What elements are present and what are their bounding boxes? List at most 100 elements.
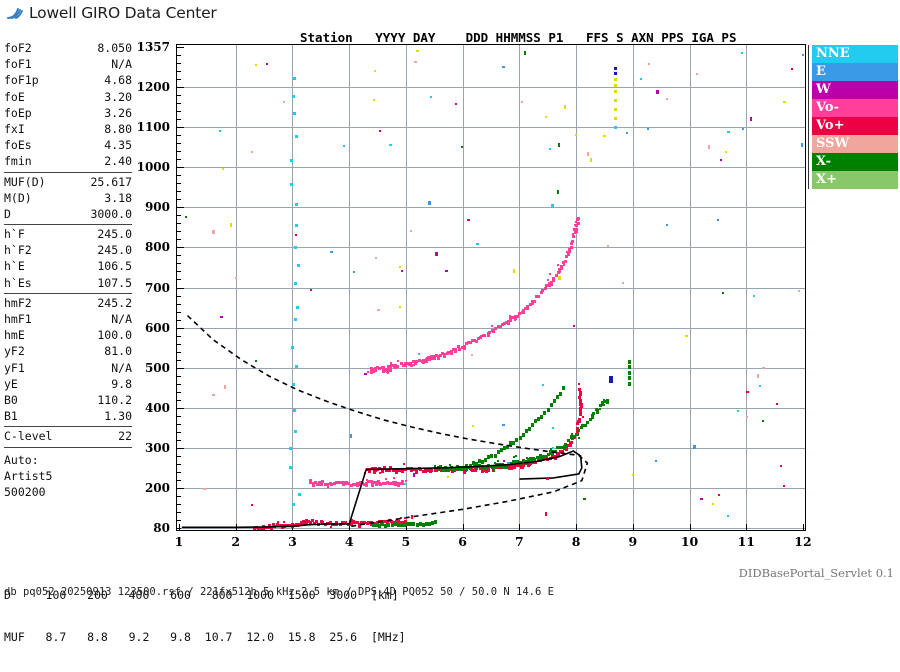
echo-traces bbox=[253, 217, 609, 530]
autoscaler-code: 500200 bbox=[4, 484, 46, 499]
param-key: B1 bbox=[4, 409, 18, 424]
legend-item-vo[interactable]: Vo- bbox=[812, 99, 898, 117]
param-value: 245.2 bbox=[97, 295, 132, 310]
legend-item-label: SSW bbox=[816, 136, 850, 151]
param-value: 1.30 bbox=[104, 409, 132, 424]
param-row: hmF2 245.2 bbox=[4, 295, 132, 311]
param-key: foF2 bbox=[4, 41, 32, 55]
param-row: B1 1.30 bbox=[4, 408, 132, 424]
param-value: N/A bbox=[111, 57, 132, 72]
legend-item-x[interactable]: X- bbox=[812, 153, 898, 171]
x-axis-tick-label: 4 bbox=[344, 534, 354, 549]
y-axis-tick-label: 80 bbox=[153, 521, 170, 535]
x-axis-tick-label: 7 bbox=[515, 534, 524, 549]
param-value: 3.18 bbox=[104, 190, 132, 205]
legend[interactable]: NNE E W Vo- Vo+ SSW X- X+ bbox=[812, 45, 898, 189]
ionogram-plot[interactable] bbox=[176, 44, 806, 531]
giro-wave-icon bbox=[6, 4, 26, 22]
autoscaler-label: Auto: bbox=[4, 452, 39, 467]
legend-item-e[interactable]: E bbox=[812, 63, 898, 81]
param-value: 2.40 bbox=[104, 154, 132, 169]
param-key: foEp bbox=[4, 105, 32, 120]
param-key: h`F bbox=[4, 227, 25, 242]
param-row: yF2 81.0 bbox=[4, 343, 132, 359]
param-row: hmF1 N/A bbox=[4, 311, 132, 327]
param-value: 3.20 bbox=[104, 89, 132, 104]
param-row: h`E 106.5 bbox=[4, 258, 132, 274]
divider bbox=[4, 426, 132, 428]
legend-item-label: X+ bbox=[816, 172, 837, 187]
legend-item-x[interactable]: X+ bbox=[812, 171, 898, 189]
param-key: hmF1 bbox=[4, 312, 32, 326]
param-key: h`E bbox=[4, 259, 25, 274]
x-trace-extra bbox=[372, 386, 565, 528]
x-axis-tick-label: 5 bbox=[401, 534, 411, 549]
x-axis-tick-label: 6 bbox=[458, 534, 467, 549]
param-value: 4.68 bbox=[104, 73, 132, 88]
x-axis-tick-label: 10 bbox=[680, 534, 699, 549]
param-group-clevel: C-level 22 bbox=[4, 428, 132, 444]
param-key: foF1 bbox=[4, 57, 32, 72]
param-value: 9.8 bbox=[111, 376, 132, 391]
plot-grid bbox=[177, 45, 805, 530]
y-axis-tick-label: 800 bbox=[144, 240, 170, 255]
param-group-profile: hmF2 245.2 hmF1 N/A hmE 100.0 yF2 81.0 yF1 N/… bbox=[4, 295, 132, 425]
echo-series bbox=[309, 477, 407, 488]
x-axis-ticks bbox=[179, 524, 804, 530]
param-row: fmin 2.40 bbox=[4, 153, 132, 169]
y-axis-tick-label: 500 bbox=[144, 360, 170, 375]
y-axis-tick-label: 1000 bbox=[136, 160, 170, 175]
x-axis-tick-label: 1 bbox=[174, 534, 184, 549]
electron-density-curve bbox=[181, 450, 583, 529]
param-value: N/A bbox=[111, 360, 132, 375]
legend-rule bbox=[808, 45, 809, 189]
param-value: 8.80 bbox=[104, 121, 132, 136]
divider bbox=[4, 446, 132, 448]
ionogram-canvas[interactable] bbox=[177, 45, 805, 530]
param-value: 245.0 bbox=[97, 227, 132, 242]
param-key: yF1 bbox=[4, 360, 25, 375]
x-axis-tick-label: 12 bbox=[794, 534, 812, 549]
param-row: foF1 N/A bbox=[4, 56, 132, 72]
brand-text: Lowell GIRO Data Center bbox=[29, 4, 217, 22]
param-key: hmE bbox=[4, 328, 25, 343]
autoscaler-name: Artist5 bbox=[4, 468, 53, 483]
legend-item-label: Vo+ bbox=[816, 118, 845, 133]
legend-item-w[interactable]: W bbox=[812, 81, 898, 99]
legend-item-label: X- bbox=[816, 154, 832, 169]
param-key: yF2 bbox=[4, 344, 25, 359]
ionogram-page: Lowell GIRO Data Center Station YYYY DAY… bbox=[4, 4, 898, 644]
y-axis-tick-label: 300 bbox=[144, 440, 170, 455]
muf-dashed-curve bbox=[186, 315, 589, 528]
param-group-muf: MUF(D) 25.617 M(D) 3.18 D 3000.0 bbox=[4, 174, 132, 223]
param-value: 22 bbox=[118, 429, 132, 444]
x-axis-tick-label: 11 bbox=[737, 534, 755, 549]
y-axis-tick-label: 900 bbox=[144, 200, 170, 215]
legend-item-nne[interactable]: NNE bbox=[812, 45, 898, 63]
param-row: foEp 3.26 bbox=[4, 105, 132, 121]
y-axis-tick-label: 700 bbox=[144, 280, 170, 295]
legend-item-label: E bbox=[816, 64, 826, 79]
param-row: fxI 8.80 bbox=[4, 121, 132, 137]
y-axis-tick-label: 1100 bbox=[136, 120, 170, 135]
station-header-columns: Station YYYY DAY DDD HHMMSS P1 FFS S AXN… bbox=[300, 30, 737, 45]
noise-echoes bbox=[185, 50, 804, 519]
param-key: foEs bbox=[4, 138, 32, 153]
legend-item-label: W bbox=[816, 82, 831, 97]
y-axis-tick-label: 1200 bbox=[136, 80, 170, 95]
param-row: MUF(D) 25.617 bbox=[4, 174, 132, 190]
param-group-virtual-heights: h`F 245.0 h`F2 245.0 h`E 106.5 h`Es 107.5 bbox=[4, 226, 132, 291]
legend-item-vo[interactable]: Vo+ bbox=[812, 117, 898, 135]
param-value: 245.0 bbox=[97, 243, 132, 258]
param-key: h`F2 bbox=[4, 243, 32, 258]
param-row: D 3000.0 bbox=[4, 206, 132, 222]
legend-item-label: NNE bbox=[816, 46, 850, 61]
divider bbox=[4, 224, 132, 226]
param-row: foE 3.20 bbox=[4, 89, 132, 105]
parameter-panel: foF2 8.050 foF1 N/A foF1p 4.68 foE 3.20 foEp… bbox=[4, 40, 132, 500]
param-row: h`F2 245.0 bbox=[4, 242, 132, 258]
y-axis-tick-label: 200 bbox=[144, 480, 170, 495]
param-key: MUF(D) bbox=[4, 174, 46, 189]
legend-item-ssw[interactable]: SSW bbox=[812, 135, 898, 153]
y-axis-tick-label: 400 bbox=[144, 400, 170, 415]
